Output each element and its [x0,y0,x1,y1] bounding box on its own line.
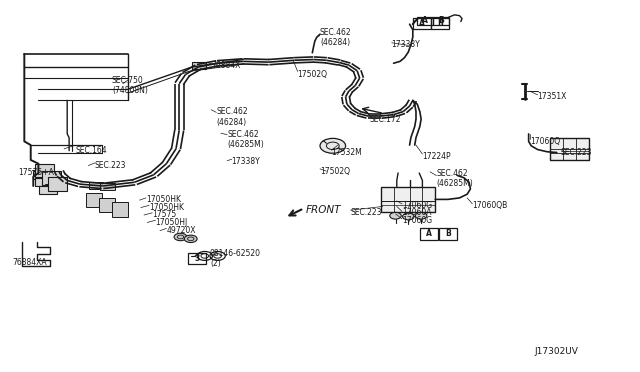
Bar [33,171,51,179]
Text: 17224P: 17224P [422,152,451,161]
Text: SEC.172: SEC.172 [370,115,401,124]
Text: A: A [422,16,428,25]
Text: 17502Q: 17502Q [320,167,350,176]
Text: 17575+A: 17575+A [18,169,54,177]
Text: SEC.462
(46285M): SEC.462 (46285M) [436,169,473,188]
Text: 76884XA: 76884XA [13,258,47,267]
Text: 17575: 17575 [152,210,177,219]
Text: 17060QB: 17060QB [472,201,508,210]
Bar [550,138,589,160]
Text: 17060A: 17060A [402,208,431,217]
Circle shape [320,138,346,153]
Bar [35,178,52,186]
Circle shape [184,235,197,243]
Bar [86,193,102,207]
Text: 17050HK: 17050HK [146,195,181,204]
Text: FRONT: FRONT [306,205,341,215]
Text: 17338Y: 17338Y [232,157,260,166]
Circle shape [415,212,427,219]
Text: 3: 3 [195,254,200,263]
Bar [35,164,54,177]
Text: A: A [426,230,432,238]
Text: 17338Y: 17338Y [392,40,420,49]
Text: 17060Q: 17060Q [530,137,560,146]
Text: 17050HK: 17050HK [149,203,184,212]
Text: 49720X: 49720X [166,226,196,235]
Text: 17060G: 17060G [402,216,432,225]
Text: 17532M: 17532M [332,148,362,157]
Circle shape [390,212,401,219]
Text: SEC.223: SEC.223 [561,148,592,157]
Text: SEC.462
(46284): SEC.462 (46284) [320,28,351,47]
Text: 17060G: 17060G [402,201,432,210]
Bar [381,187,435,212]
Text: SEC.223: SEC.223 [95,161,126,170]
Text: J17302UV: J17302UV [535,347,579,356]
Text: 17502Q: 17502Q [298,70,328,79]
Bar [99,198,115,212]
Bar [39,186,57,194]
Text: SEC.462
(46285M): SEC.462 (46285M) [227,130,264,149]
Text: B: B [438,19,443,28]
Text: A: A [419,19,426,28]
Text: 76884X: 76884X [211,61,241,70]
Text: SEC.750
(74808N): SEC.750 (74808N) [112,76,148,95]
Circle shape [403,213,414,220]
Text: 08146-62520
(2): 08146-62520 (2) [210,249,261,268]
Bar [48,177,67,191]
Bar [42,171,61,185]
Text: B: B [445,230,451,238]
Bar [112,202,128,217]
Text: SEC.462
(46284): SEC.462 (46284) [216,108,248,127]
Text: SEC.164: SEC.164 [76,146,107,155]
Text: B: B [438,16,444,25]
Bar [100,183,115,190]
Bar [192,62,206,69]
Text: SEC.223: SEC.223 [351,208,382,217]
Bar [89,182,103,189]
Text: 17351X: 17351X [538,92,567,101]
Circle shape [174,233,187,241]
Text: 17050HJ: 17050HJ [156,218,188,227]
